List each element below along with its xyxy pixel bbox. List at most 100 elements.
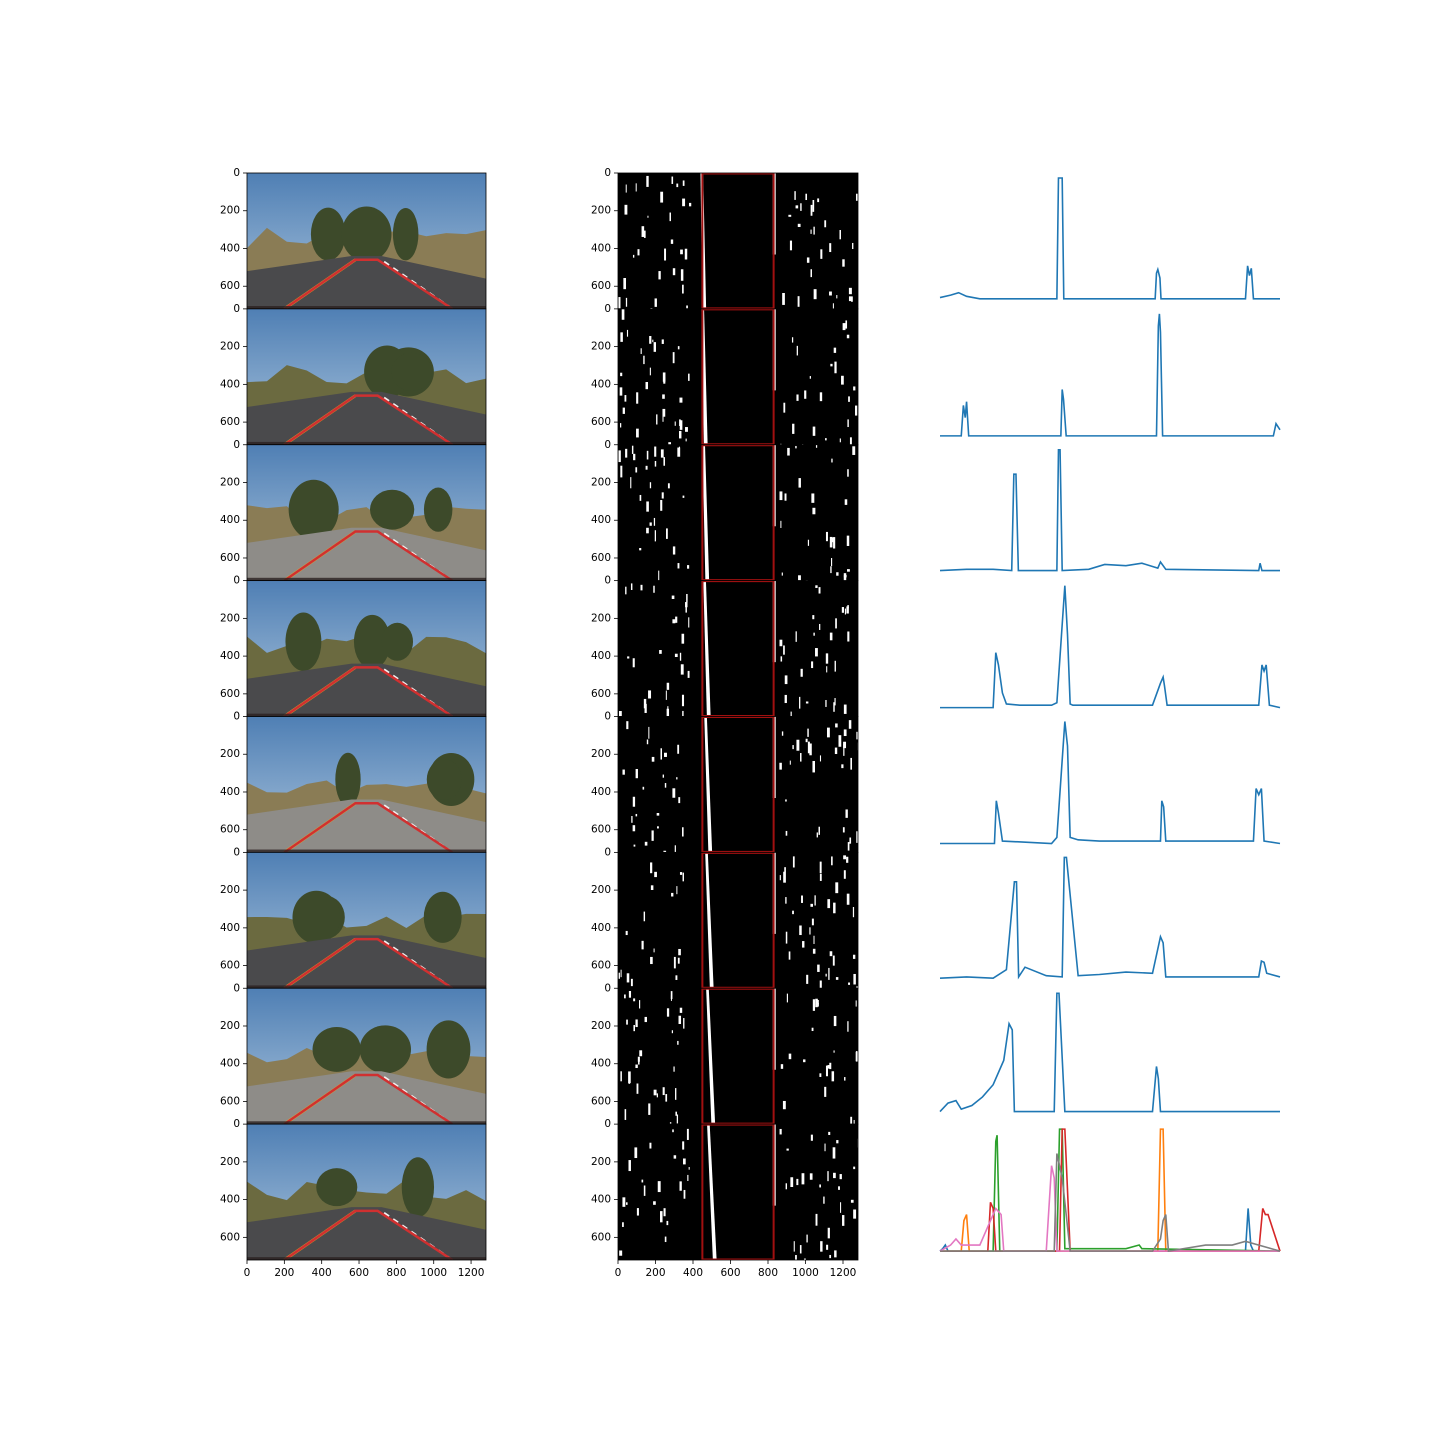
speck <box>620 1071 622 1082</box>
speck <box>627 656 630 659</box>
speck <box>855 193 858 201</box>
speck <box>800 668 803 677</box>
histogram-line <box>939 1165 1280 1252</box>
speck <box>826 1244 829 1250</box>
speck <box>846 535 850 546</box>
background <box>618 173 858 309</box>
speck <box>619 387 623 396</box>
speck <box>782 292 785 305</box>
speck <box>829 632 833 641</box>
speck <box>813 226 815 235</box>
speck <box>824 1143 826 1152</box>
speck <box>646 501 649 512</box>
y-tick-label: 600 <box>591 1095 611 1107</box>
speck <box>651 756 655 762</box>
speck <box>826 666 828 673</box>
speck <box>792 856 795 868</box>
speck <box>656 1093 658 1098</box>
speck <box>630 477 632 489</box>
speck <box>625 184 627 193</box>
speck <box>789 240 793 251</box>
y-tick-label: 400 <box>220 786 240 798</box>
speck <box>628 1074 630 1084</box>
speck <box>673 1155 677 1159</box>
speck <box>682 1141 685 1150</box>
speck <box>677 447 681 457</box>
speck <box>845 809 848 818</box>
y-tick-label: 200 <box>220 748 240 760</box>
speck <box>676 1114 679 1124</box>
speck <box>827 899 831 909</box>
tree <box>312 1026 361 1072</box>
speck <box>686 305 688 309</box>
speck <box>663 457 666 466</box>
background <box>618 580 858 717</box>
roi <box>283 394 454 445</box>
tree <box>423 891 462 943</box>
road <box>247 663 486 717</box>
speck <box>835 977 839 980</box>
speck <box>618 297 621 309</box>
speck <box>653 517 656 526</box>
speck <box>664 783 667 788</box>
speck <box>645 465 648 470</box>
y-tick-label: 200 <box>220 476 240 488</box>
tree <box>391 352 433 392</box>
speck <box>662 394 665 399</box>
speck <box>801 1173 805 1185</box>
speck <box>825 973 827 977</box>
speck <box>852 907 855 918</box>
speck <box>856 831 858 843</box>
speck <box>685 602 688 608</box>
speck <box>688 1167 690 1170</box>
speck <box>624 994 626 999</box>
y-tick-label: 400 <box>591 378 611 390</box>
speck <box>856 986 858 989</box>
speck <box>853 1166 856 1170</box>
speck <box>838 1186 840 1190</box>
speck <box>817 1003 819 1007</box>
speck <box>780 1064 784 1069</box>
speck <box>644 841 648 846</box>
window <box>701 988 775 1125</box>
speck <box>632 658 635 668</box>
speck <box>666 682 670 690</box>
speck <box>785 799 787 802</box>
speck <box>812 760 815 773</box>
speck <box>678 948 681 956</box>
speck <box>639 494 642 501</box>
speck <box>668 442 672 445</box>
speck <box>831 1071 835 1082</box>
y-tick-label: 600 <box>591 416 611 428</box>
y-tick-label: 0 <box>233 167 240 179</box>
speck <box>848 396 850 402</box>
y-tick-label: 600 <box>220 552 240 564</box>
speck <box>682 872 684 882</box>
y-tick-label: 200 <box>591 341 611 353</box>
speck <box>807 539 810 546</box>
speck <box>633 998 636 1002</box>
speck <box>832 955 835 966</box>
y-tick-label: 400 <box>220 1058 240 1070</box>
speck <box>831 458 833 463</box>
speck <box>811 661 814 669</box>
speck <box>849 437 852 445</box>
speck <box>661 492 664 499</box>
road-image <box>247 852 486 989</box>
speck <box>626 329 629 337</box>
speck <box>788 951 791 960</box>
speck <box>634 1147 638 1159</box>
speck <box>784 675 788 685</box>
speck <box>651 830 654 841</box>
speck <box>662 411 664 422</box>
speck <box>825 653 829 664</box>
speck <box>784 867 786 873</box>
y-tick-label: 600 <box>591 960 611 972</box>
speck <box>852 954 856 959</box>
speck <box>819 1184 821 1188</box>
speck <box>657 1181 661 1193</box>
y-tick-label: 600 <box>591 1231 611 1243</box>
speck <box>813 632 815 636</box>
speck <box>681 633 685 644</box>
speck <box>824 220 827 228</box>
